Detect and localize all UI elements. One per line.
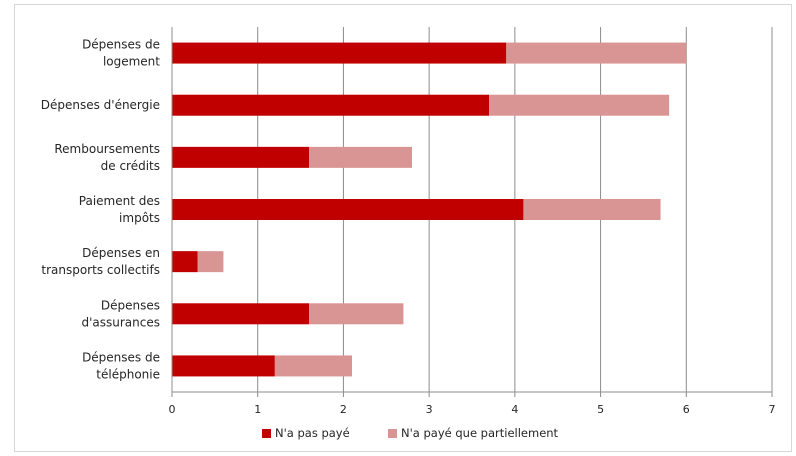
legend-item: N'a pas payé [262,426,350,440]
bar-partially-paid [309,303,404,325]
x-axis: 0 1 2 3 4 5 6 7 [169,27,776,416]
x-tick-label: 0 [169,403,176,416]
bar-partially-paid [489,94,670,116]
category-label: Remboursements de crédits [54,142,160,173]
category-label: Dépenses d'énergie [41,98,160,112]
category-labels: Dépenses de logement Dépenses d'énergie Rem… [41,38,161,382]
x-tick-label: 2 [340,403,347,416]
x-tick-label: 1 [254,403,261,416]
bar-partially-paid [197,251,224,273]
x-tick-label: 7 [769,403,776,416]
bar-not-paid [172,303,310,325]
category-label: Dépenses en transports collectifs [41,246,160,277]
bar-partially-paid [309,146,412,168]
bar-partially-paid [506,42,687,64]
x-tick-label: 6 [683,403,690,416]
bar-not-paid [172,146,310,168]
category-label: Paiement des impôts [79,194,160,225]
x-tick-label: 5 [597,403,604,416]
category-label: Dépenses d'assurances [81,298,160,329]
bar-not-paid [172,355,275,377]
x-tick-label: 3 [426,403,433,416]
legend-swatch [262,429,271,438]
legend: N'a pas payé N'a payé que partiellement [262,426,559,440]
legend-swatch [388,429,397,438]
category-label: Dépenses de téléphonie [82,350,160,381]
legend-label: N'a payé que partiellement [401,426,559,440]
bar-not-paid [172,42,507,64]
legend-item: N'a payé que partiellement [388,426,559,440]
bars [172,42,687,377]
x-tick-label: 4 [511,403,518,416]
category-label: Dépenses de logement [82,38,160,69]
legend-label: N'a pas payé [275,426,350,440]
bar-partially-paid [274,355,352,377]
bar-not-paid [172,199,524,220]
bar-not-paid [172,94,490,116]
bar-not-paid [172,251,198,273]
chart-frame [14,4,792,452]
bar-partially-paid [523,199,661,220]
